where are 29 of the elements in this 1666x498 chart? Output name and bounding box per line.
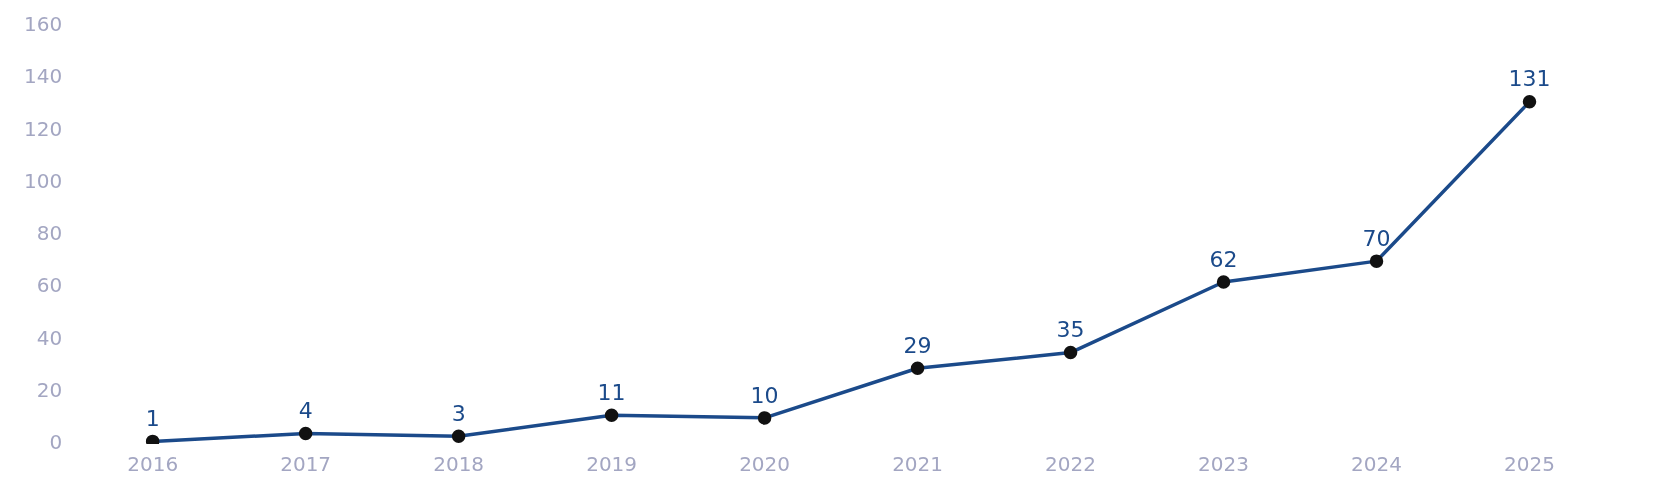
data-label: 70 [1362,225,1391,251]
x-tick-label: 2021 [892,452,944,477]
y-tick-label: 160 [23,12,63,37]
y-tick-label: 120 [23,116,63,141]
x-tick-label: 2018 [433,452,485,477]
x-tick-label: 2017 [280,452,332,477]
y-tick-label: 20 [36,377,63,402]
data-label: 3 [451,400,466,426]
x-tick-label: 2016 [127,452,179,477]
data-label: 11 [597,379,626,405]
x-tick-label: 2023 [1198,452,1249,477]
data-label: 29 [903,332,932,358]
y-tick-label: 80 [36,221,63,246]
y-tick-label: 60 [36,273,63,298]
y-tick-label: 40 [36,325,63,350]
y-tick-label: 140 [23,64,63,89]
y-tick-label: 0 [49,430,63,455]
data-label: 62 [1209,246,1238,272]
x-tick-label: 2019 [586,452,638,477]
data-label: 131 [1508,66,1551,92]
data-label: 1 [145,406,160,432]
x-tick-label: 2020 [739,452,791,477]
x-tick-label: 2025 [1504,452,1555,477]
x-tick-label: 2024 [1351,452,1402,477]
data-label: 4 [298,398,313,424]
data-label: 10 [750,382,779,408]
x-tick-label: 2022 [1045,452,1097,477]
data-label: 35 [1056,317,1085,343]
y-tick-label: 100 [23,168,63,193]
